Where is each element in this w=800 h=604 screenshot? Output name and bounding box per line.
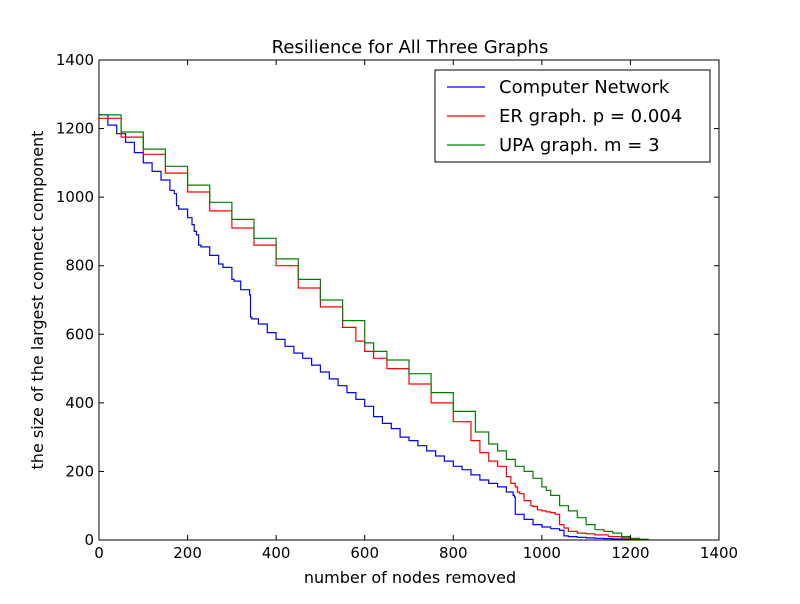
x-axis: 0 200 400 600 800 1000 1200 1400 (94, 60, 738, 562)
y-axis-label: the size of the largest connect componen… (28, 131, 47, 470)
x-tick-label: 800 (439, 544, 468, 562)
legend-label-1: Computer Network (499, 77, 670, 98)
y-tick-label: 800 (65, 257, 94, 275)
x-tick-label: 200 (173, 544, 202, 562)
chart-title: Resilience for All Three Graphs (272, 37, 549, 58)
x-tick-label: 1000 (523, 544, 561, 562)
series-line-1 (99, 114, 649, 541)
x-tick-label: 0 (94, 544, 104, 562)
y-tick-label: 1000 (56, 188, 94, 206)
x-tick-label: 400 (262, 544, 291, 562)
y-tick-label: 0 (84, 531, 94, 549)
y-tick-label: 200 (65, 462, 94, 480)
y-axis: 0 200 400 600 800 1000 1200 1400 (56, 51, 719, 549)
series-layer (99, 114, 649, 541)
legend-label-3: UPA graph. m = 3 (499, 135, 660, 156)
y-tick-label: 1400 (56, 51, 94, 69)
series-line-3 (99, 114, 649, 540)
legend: Computer Network ER graph. p = 0.004 UPA g… (434, 69, 711, 163)
plot-frame (98, 59, 720, 541)
x-axis-label: number of nodes removed (304, 568, 516, 587)
x-tick-label: 1200 (611, 544, 649, 562)
legend-label-2: ER graph. p = 0.004 (499, 106, 682, 127)
y-tick-label: 600 (65, 325, 94, 343)
y-tick-label: 400 (65, 394, 94, 412)
x-tick-label: 600 (350, 544, 379, 562)
y-tick-label: 1200 (56, 120, 94, 138)
x-tick-label: 1400 (700, 544, 738, 562)
